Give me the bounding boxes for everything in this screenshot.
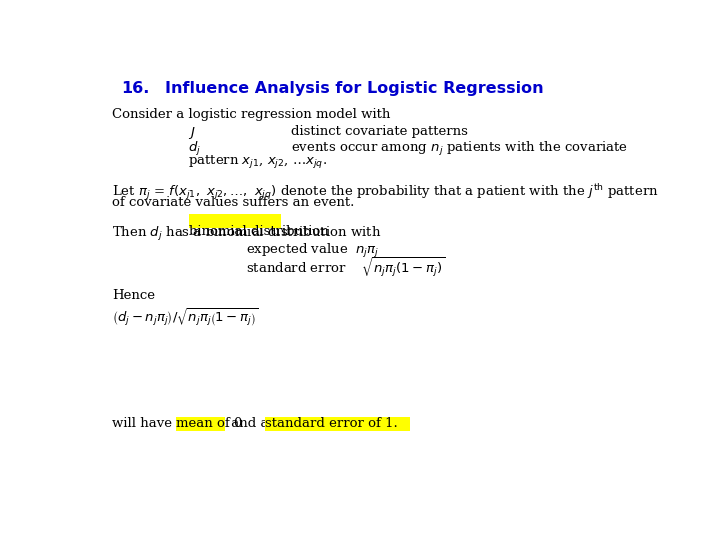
Text: binomial distribution: binomial distribution — [189, 225, 328, 238]
Text: distinct covariate patterns: distinct covariate patterns — [291, 125, 468, 138]
Text: standard error    $\sqrt{n_j\pi_j(1-\pi_j)}$: standard error $\sqrt{n_j\pi_j(1-\pi_j)}… — [246, 256, 446, 280]
Text: of covariate values suffers an event.: of covariate values suffers an event. — [112, 196, 355, 209]
Text: $d_j$: $d_j$ — [188, 140, 201, 158]
Text: will have a: will have a — [112, 417, 189, 430]
Text: $\left(d_j - n_j\pi_j\right)/\sqrt{n_j\pi_j\left(1-\pi_j\right)}$: $\left(d_j - n_j\pi_j\right)/\sqrt{n_j\p… — [112, 307, 259, 329]
Text: $J$: $J$ — [188, 125, 195, 141]
Bar — [189, 214, 281, 228]
Bar — [176, 417, 225, 431]
Text: Consider a logistic regression model with: Consider a logistic regression model wit… — [112, 109, 391, 122]
Text: 16.: 16. — [121, 80, 149, 96]
Text: pattern $x_{j1}$, $x_{j2}$, …$x_{jq}$.: pattern $x_{j1}$, $x_{j2}$, …$x_{jq}$. — [188, 153, 327, 170]
Text: and a: and a — [227, 417, 272, 430]
Text: Then $d_j$ has a binomial distribution with: Then $d_j$ has a binomial distribution w… — [112, 225, 382, 243]
Text: standard error of 1.: standard error of 1. — [265, 417, 398, 430]
Bar — [265, 417, 410, 431]
Text: Influence Analysis for Logistic Regression: Influence Analysis for Logistic Regressi… — [166, 80, 544, 96]
Text: expected value  $n_j\pi_j$: expected value $n_j\pi_j$ — [246, 241, 379, 260]
Text: Let $\pi_j$ = $f(x_{j1},\ x_{j2},\ldots,\ x_{jq})$ denote the probability that a: Let $\pi_j$ = $f(x_{j1},\ x_{j2},\ldots,… — [112, 182, 659, 202]
Text: Hence: Hence — [112, 289, 156, 302]
Text: events occur among $n_j$ patients with the covariate: events occur among $n_j$ patients with t… — [291, 140, 628, 158]
Text: mean of 0: mean of 0 — [176, 417, 243, 430]
